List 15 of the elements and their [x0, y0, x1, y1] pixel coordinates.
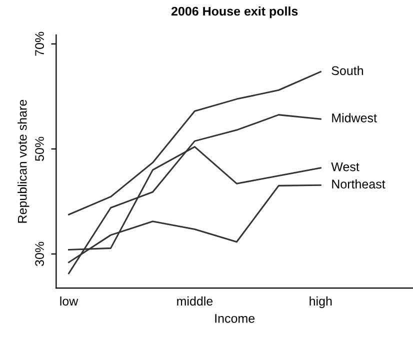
y-axis-title: Republican vote share — [18, 100, 30, 223]
y-tick-label: 50% — [35, 136, 44, 161]
series-label: West — [331, 162, 360, 172]
series-label: Midwest — [332, 113, 377, 122]
y-tick-label: 30% — [35, 242, 44, 266]
series-label: Northeast — [332, 179, 386, 189]
x-tick-label: middle — [177, 296, 213, 306]
x-tick-label: low — [60, 296, 78, 306]
chart-title: 2006 House exit polls — [171, 6, 298, 18]
line-series — [68, 114, 322, 274]
x-axis-title: Income — [215, 314, 255, 323]
series-label: South — [332, 66, 363, 76]
y-tick-label: 70% — [35, 32, 44, 56]
x-tick-label: high — [310, 296, 332, 308]
line-series — [68, 70, 322, 216]
